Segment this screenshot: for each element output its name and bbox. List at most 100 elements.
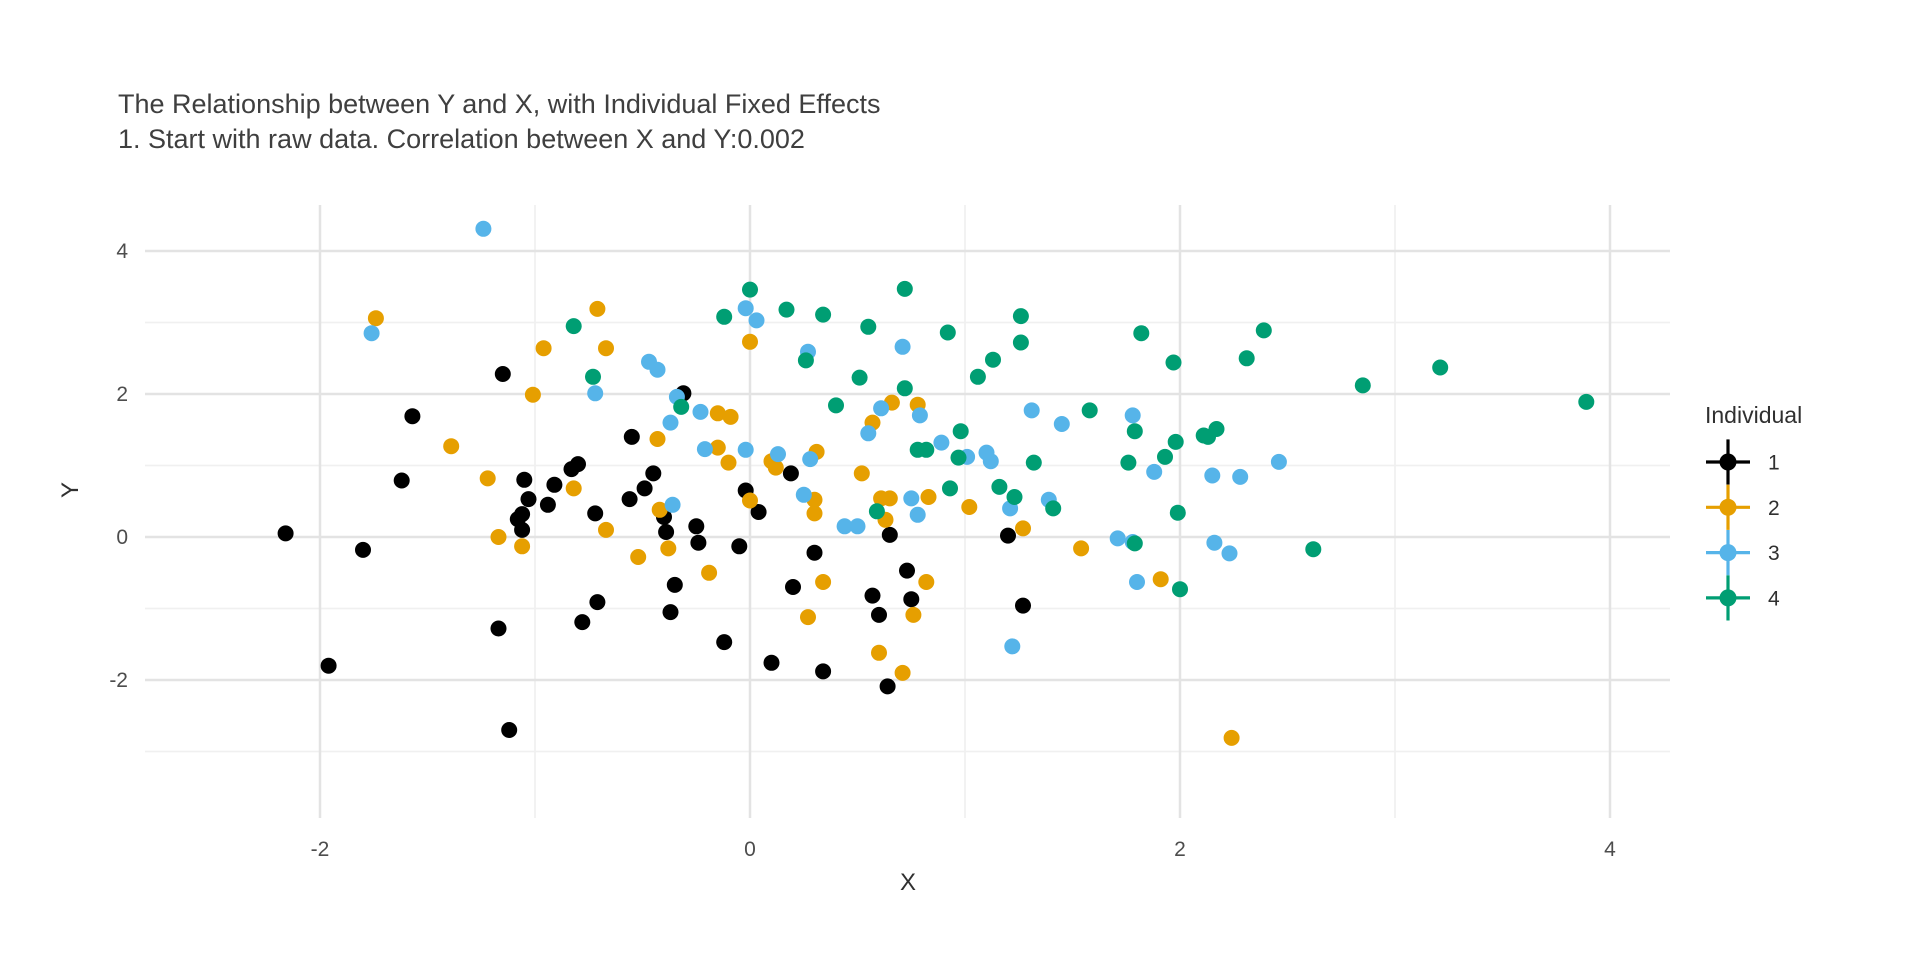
scatter-point bbox=[920, 489, 937, 505]
series-1 bbox=[277, 366, 1031, 738]
scatter-point bbox=[868, 503, 885, 520]
scatter-point bbox=[797, 352, 814, 369]
scatter-point bbox=[1015, 597, 1031, 614]
scatter-point bbox=[737, 300, 754, 317]
scatter-point bbox=[1012, 334, 1029, 351]
scatter-point bbox=[589, 594, 606, 611]
scatter-point bbox=[535, 340, 552, 357]
scatter-point bbox=[785, 579, 801, 595]
legend-title: Individual bbox=[1705, 402, 1802, 428]
scatter-point bbox=[1172, 581, 1188, 598]
y-axis-tick-labels: -2 0 2 4 bbox=[109, 240, 128, 692]
scatter-point bbox=[782, 465, 799, 482]
scatter-point bbox=[828, 397, 844, 414]
scatter-point bbox=[1126, 423, 1143, 440]
scatter-point bbox=[585, 368, 601, 385]
scatter-point bbox=[918, 441, 935, 458]
plot-title: The Relationship between Y and X, with I… bbox=[118, 89, 880, 119]
scatter-point bbox=[1025, 454, 1042, 471]
scatter-point bbox=[1221, 545, 1238, 562]
scatter-point bbox=[662, 604, 679, 621]
scatter-point bbox=[879, 678, 896, 695]
scatter-point bbox=[903, 591, 920, 608]
scatter-point bbox=[720, 454, 737, 471]
scatter-point bbox=[587, 385, 604, 402]
scatter-point bbox=[673, 398, 690, 415]
scatter-point bbox=[722, 408, 739, 425]
scatter-point bbox=[514, 538, 531, 555]
scatter-point bbox=[864, 587, 881, 604]
scatter-point bbox=[589, 300, 606, 317]
legend-item: 3 bbox=[1706, 530, 1780, 576]
scatter-point bbox=[1073, 540, 1090, 557]
scatter-point bbox=[853, 465, 870, 482]
scatter-point bbox=[985, 351, 1001, 368]
scatter-point bbox=[770, 446, 786, 463]
scatter-point bbox=[742, 333, 758, 350]
legend-item-label: 2 bbox=[1768, 497, 1780, 520]
scatter-point bbox=[1432, 359, 1449, 376]
scatter-point bbox=[894, 664, 911, 681]
scatter-point bbox=[1146, 463, 1163, 480]
scatter-point bbox=[662, 414, 679, 431]
x-tick-label: 4 bbox=[1604, 838, 1616, 861]
scatter-point bbox=[742, 281, 758, 298]
legend-key-point-icon bbox=[1719, 544, 1737, 562]
scatter-point bbox=[520, 491, 537, 508]
scatter-point bbox=[649, 431, 666, 447]
x-tick-label: -2 bbox=[311, 838, 330, 861]
scatter-point bbox=[546, 476, 563, 493]
scatter-point bbox=[1354, 377, 1371, 394]
legend-item-label: 1 bbox=[1768, 452, 1780, 475]
scatter-point bbox=[815, 306, 832, 323]
scatter-point bbox=[320, 657, 337, 674]
scatter-point bbox=[1000, 527, 1016, 544]
scatter-point bbox=[806, 544, 823, 561]
scatter-point bbox=[1045, 500, 1062, 517]
scatter-point bbox=[1120, 454, 1137, 471]
scatter-point bbox=[767, 459, 784, 476]
scatter-point bbox=[475, 220, 492, 237]
scatter-point bbox=[516, 471, 533, 488]
scatter-point bbox=[905, 606, 922, 623]
scatter-point bbox=[690, 534, 707, 551]
scatter-point bbox=[479, 470, 496, 487]
scatter-point bbox=[630, 549, 647, 565]
scatter-point bbox=[1206, 534, 1223, 551]
scatter-point bbox=[933, 434, 950, 451]
scatter-point bbox=[763, 654, 780, 671]
scatter-point bbox=[1165, 354, 1182, 371]
scatter-point bbox=[881, 490, 898, 507]
scatter-point bbox=[969, 368, 986, 385]
legend-item-label: 4 bbox=[1768, 587, 1780, 610]
scatter-point bbox=[982, 453, 999, 470]
scatter-point bbox=[815, 663, 832, 680]
x-axis-title: X bbox=[900, 869, 916, 896]
gridlines-major bbox=[145, 205, 1670, 818]
scatter-point bbox=[658, 524, 675, 540]
scatter-point bbox=[815, 574, 832, 590]
scatter-point bbox=[750, 504, 767, 520]
scatter-point bbox=[991, 478, 1008, 495]
scatter-point bbox=[800, 609, 816, 626]
scatter-point bbox=[1006, 489, 1023, 505]
scatter-point bbox=[1238, 350, 1255, 367]
legend-key-point-icon bbox=[1719, 589, 1737, 607]
scatter-point bbox=[660, 540, 677, 557]
scatter-point bbox=[1223, 729, 1240, 746]
scatter-point bbox=[1129, 574, 1145, 590]
scatter-point bbox=[570, 456, 586, 473]
scatter-point bbox=[490, 620, 507, 637]
scatter-point bbox=[1152, 571, 1169, 588]
scatter-point bbox=[1053, 416, 1070, 432]
legend-key-point-icon bbox=[1719, 453, 1737, 471]
scatter-point bbox=[565, 480, 582, 497]
scatter-point bbox=[802, 451, 819, 468]
scatter-point bbox=[636, 480, 653, 497]
scatter-point bbox=[871, 606, 887, 623]
scatter-point bbox=[539, 496, 556, 513]
scatter-point bbox=[1578, 393, 1595, 410]
scatter-point bbox=[911, 407, 928, 424]
legend-item-label: 3 bbox=[1768, 542, 1780, 565]
